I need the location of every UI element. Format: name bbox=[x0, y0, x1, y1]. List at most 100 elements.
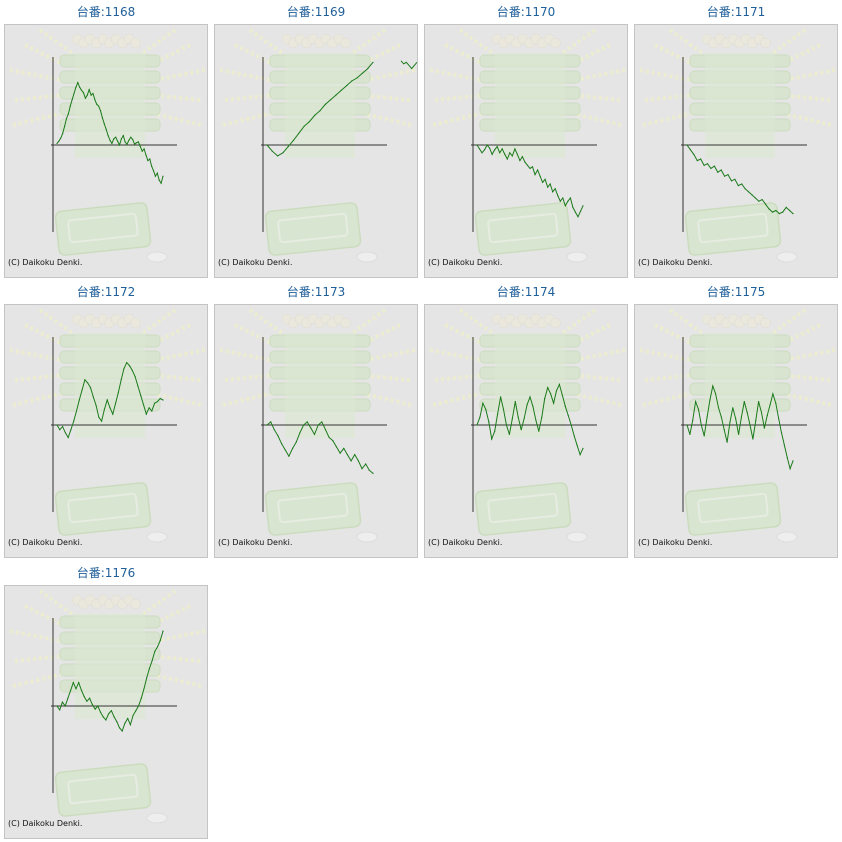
machine-number-title: 台番:1173 bbox=[286, 285, 346, 299]
data-point-34 bbox=[120, 138, 122, 140]
data-point-22 bbox=[116, 721, 118, 723]
data-point-7 bbox=[497, 413, 499, 415]
tray-band bbox=[269, 366, 371, 380]
graph-svg bbox=[429, 308, 626, 543]
data-point-28 bbox=[558, 383, 560, 385]
bottom-tray-inner bbox=[67, 492, 139, 524]
data-point-17 bbox=[328, 436, 330, 439]
data-point-2 bbox=[277, 155, 279, 157]
data-point-8 bbox=[500, 396, 502, 398]
light-ray bbox=[429, 68, 481, 82]
data-point-21 bbox=[343, 447, 345, 449]
data-point-27 bbox=[555, 390, 558, 392]
data-point-1 bbox=[59, 709, 61, 711]
graph-svg bbox=[639, 28, 836, 263]
data-point-19 bbox=[532, 405, 534, 407]
data-point-21 bbox=[96, 103, 98, 105]
machine-background-art bbox=[429, 28, 626, 263]
data-point-18 bbox=[521, 156, 523, 158]
tray-body bbox=[75, 333, 145, 438]
data-point-14 bbox=[317, 424, 319, 426]
light-ray bbox=[434, 373, 486, 382]
tray-band bbox=[269, 382, 371, 396]
data-point-13 bbox=[335, 94, 337, 96]
data-point-17 bbox=[103, 408, 105, 410]
data-point-19 bbox=[92, 92, 94, 95]
data-point-3 bbox=[696, 160, 698, 162]
data-point-31 bbox=[142, 404, 145, 406]
data-point-4 bbox=[697, 408, 700, 410]
data-point-3 bbox=[277, 435, 279, 437]
data-point-7 bbox=[292, 447, 294, 449]
light-ray bbox=[234, 323, 276, 347]
data-point-48 bbox=[147, 160, 149, 162]
data-point-32 bbox=[557, 195, 559, 197]
data-point-27 bbox=[107, 135, 109, 137]
data-point-17 bbox=[102, 716, 104, 718]
data-point-20 bbox=[535, 419, 537, 421]
data-point-15 bbox=[345, 85, 348, 87]
light-ray bbox=[364, 68, 416, 82]
light-ray bbox=[24, 323, 66, 347]
payout-series-tail bbox=[400, 60, 417, 70]
tray-band bbox=[59, 102, 161, 116]
data-point-3 bbox=[64, 432, 66, 434]
data-point-46 bbox=[143, 148, 145, 150]
tray-band bbox=[269, 54, 371, 68]
light-ray bbox=[558, 308, 597, 337]
copyright-text: (C) Daikoku Denki. bbox=[638, 538, 713, 547]
tray-band bbox=[479, 366, 581, 380]
tray-band bbox=[59, 615, 161, 629]
light-ray bbox=[219, 68, 271, 82]
data-point-34 bbox=[151, 410, 153, 412]
light-ray bbox=[364, 348, 416, 362]
data-point-17 bbox=[744, 188, 746, 190]
data-point-17 bbox=[519, 160, 521, 162]
data-point-30 bbox=[552, 191, 554, 193]
light-ray bbox=[644, 93, 696, 102]
machine-background-art bbox=[639, 28, 836, 263]
data-point-56 bbox=[162, 175, 164, 177]
light-ray bbox=[359, 93, 411, 102]
data-point-19 bbox=[335, 446, 337, 448]
data-point-14 bbox=[82, 92, 85, 94]
light-ray bbox=[432, 111, 484, 127]
data-point-24 bbox=[121, 730, 123, 732]
ball-ornament bbox=[760, 37, 771, 49]
data-point-11 bbox=[508, 433, 510, 435]
data-point-35 bbox=[786, 457, 788, 459]
data-point-35 bbox=[579, 454, 581, 456]
light-ray bbox=[780, 111, 832, 127]
data-point-0 bbox=[56, 142, 58, 144]
data-point-10 bbox=[303, 424, 305, 426]
dish-ornament bbox=[146, 812, 168, 824]
data-point-11 bbox=[86, 700, 88, 702]
data-point-37 bbox=[126, 143, 128, 145]
data-point-28 bbox=[368, 469, 370, 471]
machine-background-art bbox=[429, 308, 626, 543]
data-point-6 bbox=[67, 113, 69, 115]
tray-band bbox=[479, 398, 581, 412]
data-point-27 bbox=[763, 427, 765, 429]
light-ray bbox=[779, 373, 831, 382]
data-point-24 bbox=[123, 368, 125, 370]
data-point-38 bbox=[162, 399, 164, 401]
ball-ornament bbox=[550, 37, 561, 49]
data-point-49 bbox=[149, 158, 151, 160]
data-point-20 bbox=[743, 401, 745, 403]
data-point-33 bbox=[780, 432, 783, 434]
data-point-22 bbox=[761, 199, 763, 201]
light-ray bbox=[458, 28, 497, 57]
copyright-text: (C) Daikoku Denki. bbox=[428, 258, 503, 267]
bottom-tray-inner bbox=[277, 212, 349, 244]
data-point-17 bbox=[735, 418, 737, 420]
light-ray bbox=[558, 28, 597, 57]
machine-background-art bbox=[9, 28, 206, 263]
copyright-text: (C) Daikoku Denki. bbox=[8, 538, 83, 547]
data-point-18 bbox=[90, 94, 92, 96]
data-point-8 bbox=[709, 399, 711, 401]
data-point-12 bbox=[727, 174, 729, 176]
light-ray bbox=[9, 629, 61, 643]
data-point-10 bbox=[84, 379, 86, 381]
data-point-35 bbox=[151, 660, 153, 662]
